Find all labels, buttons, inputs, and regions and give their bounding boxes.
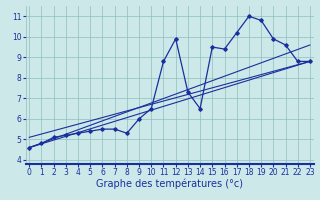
X-axis label: Graphe des températures (°c): Graphe des températures (°c): [96, 179, 243, 189]
